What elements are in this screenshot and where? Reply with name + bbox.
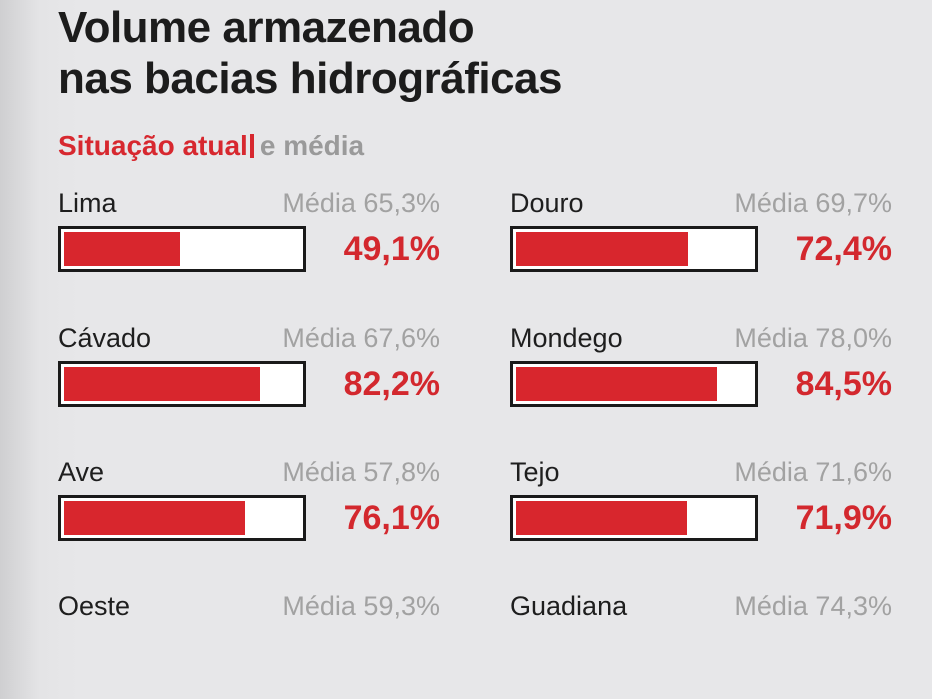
basin-lima: Lima Média 65,3% 49,1% xyxy=(58,186,440,296)
average-label: Média 65,3% xyxy=(282,188,440,218)
basin-name: Douro xyxy=(510,188,584,218)
bar-track xyxy=(58,361,306,407)
bar-fill xyxy=(516,501,687,535)
bar-fill xyxy=(64,232,180,266)
basin-guadiana: Guadiana Média 74,3% xyxy=(510,589,892,699)
average-label: Média 69,7% xyxy=(734,188,892,218)
basin-name: Ave xyxy=(58,457,105,487)
average-label: Média 71,6% xyxy=(734,457,892,487)
average-label: Média 57,8% xyxy=(282,457,440,487)
title-line-1: Volume armazenado xyxy=(58,3,475,52)
basin-name: Tejo xyxy=(510,457,560,487)
chart-title: Volume armazenado nas bacias hidrográfic… xyxy=(58,2,563,104)
bar-track xyxy=(58,495,306,541)
bar-track xyxy=(510,495,758,541)
current-value-label: 71,9% xyxy=(795,499,892,537)
current-value-label: 84,5% xyxy=(795,365,892,403)
current-value-label: 82,2% xyxy=(343,365,440,403)
legend-average: e média xyxy=(259,130,365,161)
basin-name: Lima xyxy=(58,188,117,218)
current-value-label: 76,1% xyxy=(343,499,440,537)
basin-douro: Douro Média 69,7% 72,4% xyxy=(510,186,892,296)
basin-mondego: Mondego Média 78,0% 84,5% xyxy=(510,321,892,431)
legend-current: Situação atual xyxy=(58,130,248,161)
basin-name: Guadiana xyxy=(510,591,628,621)
average-label: Média 78,0% xyxy=(734,323,892,353)
basin-cavado: Cávado Média 67,6% 82,2% xyxy=(58,321,440,431)
basin-name: Oeste xyxy=(58,591,131,621)
bar-track xyxy=(510,361,758,407)
average-label: Média 59,3% xyxy=(282,591,440,621)
bar-fill xyxy=(64,367,260,401)
bar-fill xyxy=(64,501,246,535)
chart-subtitle: Situação atual e média xyxy=(58,128,364,164)
basin-tejo: Tejo Média 71,6% 71,9% xyxy=(510,455,892,565)
bar-fill xyxy=(516,232,689,266)
legend-current-marker xyxy=(249,134,254,158)
basin-ave: Ave Média 57,8% 76,1% xyxy=(58,455,440,565)
bar-track xyxy=(58,226,306,272)
average-label: Média 67,6% xyxy=(282,323,440,353)
bar-fill xyxy=(516,367,718,401)
average-label: Média 74,3% xyxy=(734,591,892,621)
title-line-2: nas bacias hidrográficas xyxy=(58,54,563,103)
bar-track xyxy=(510,226,758,272)
basin-name: Mondego xyxy=(510,323,623,353)
current-value-label: 49,1% xyxy=(343,230,440,268)
basin-oeste: Oeste Média 59,3% xyxy=(58,589,440,699)
current-value-label: 72,4% xyxy=(795,230,892,268)
basin-name: Cávado xyxy=(58,323,152,353)
